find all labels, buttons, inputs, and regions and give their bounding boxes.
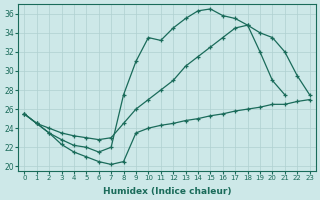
X-axis label: Humidex (Indice chaleur): Humidex (Indice chaleur) <box>103 187 231 196</box>
